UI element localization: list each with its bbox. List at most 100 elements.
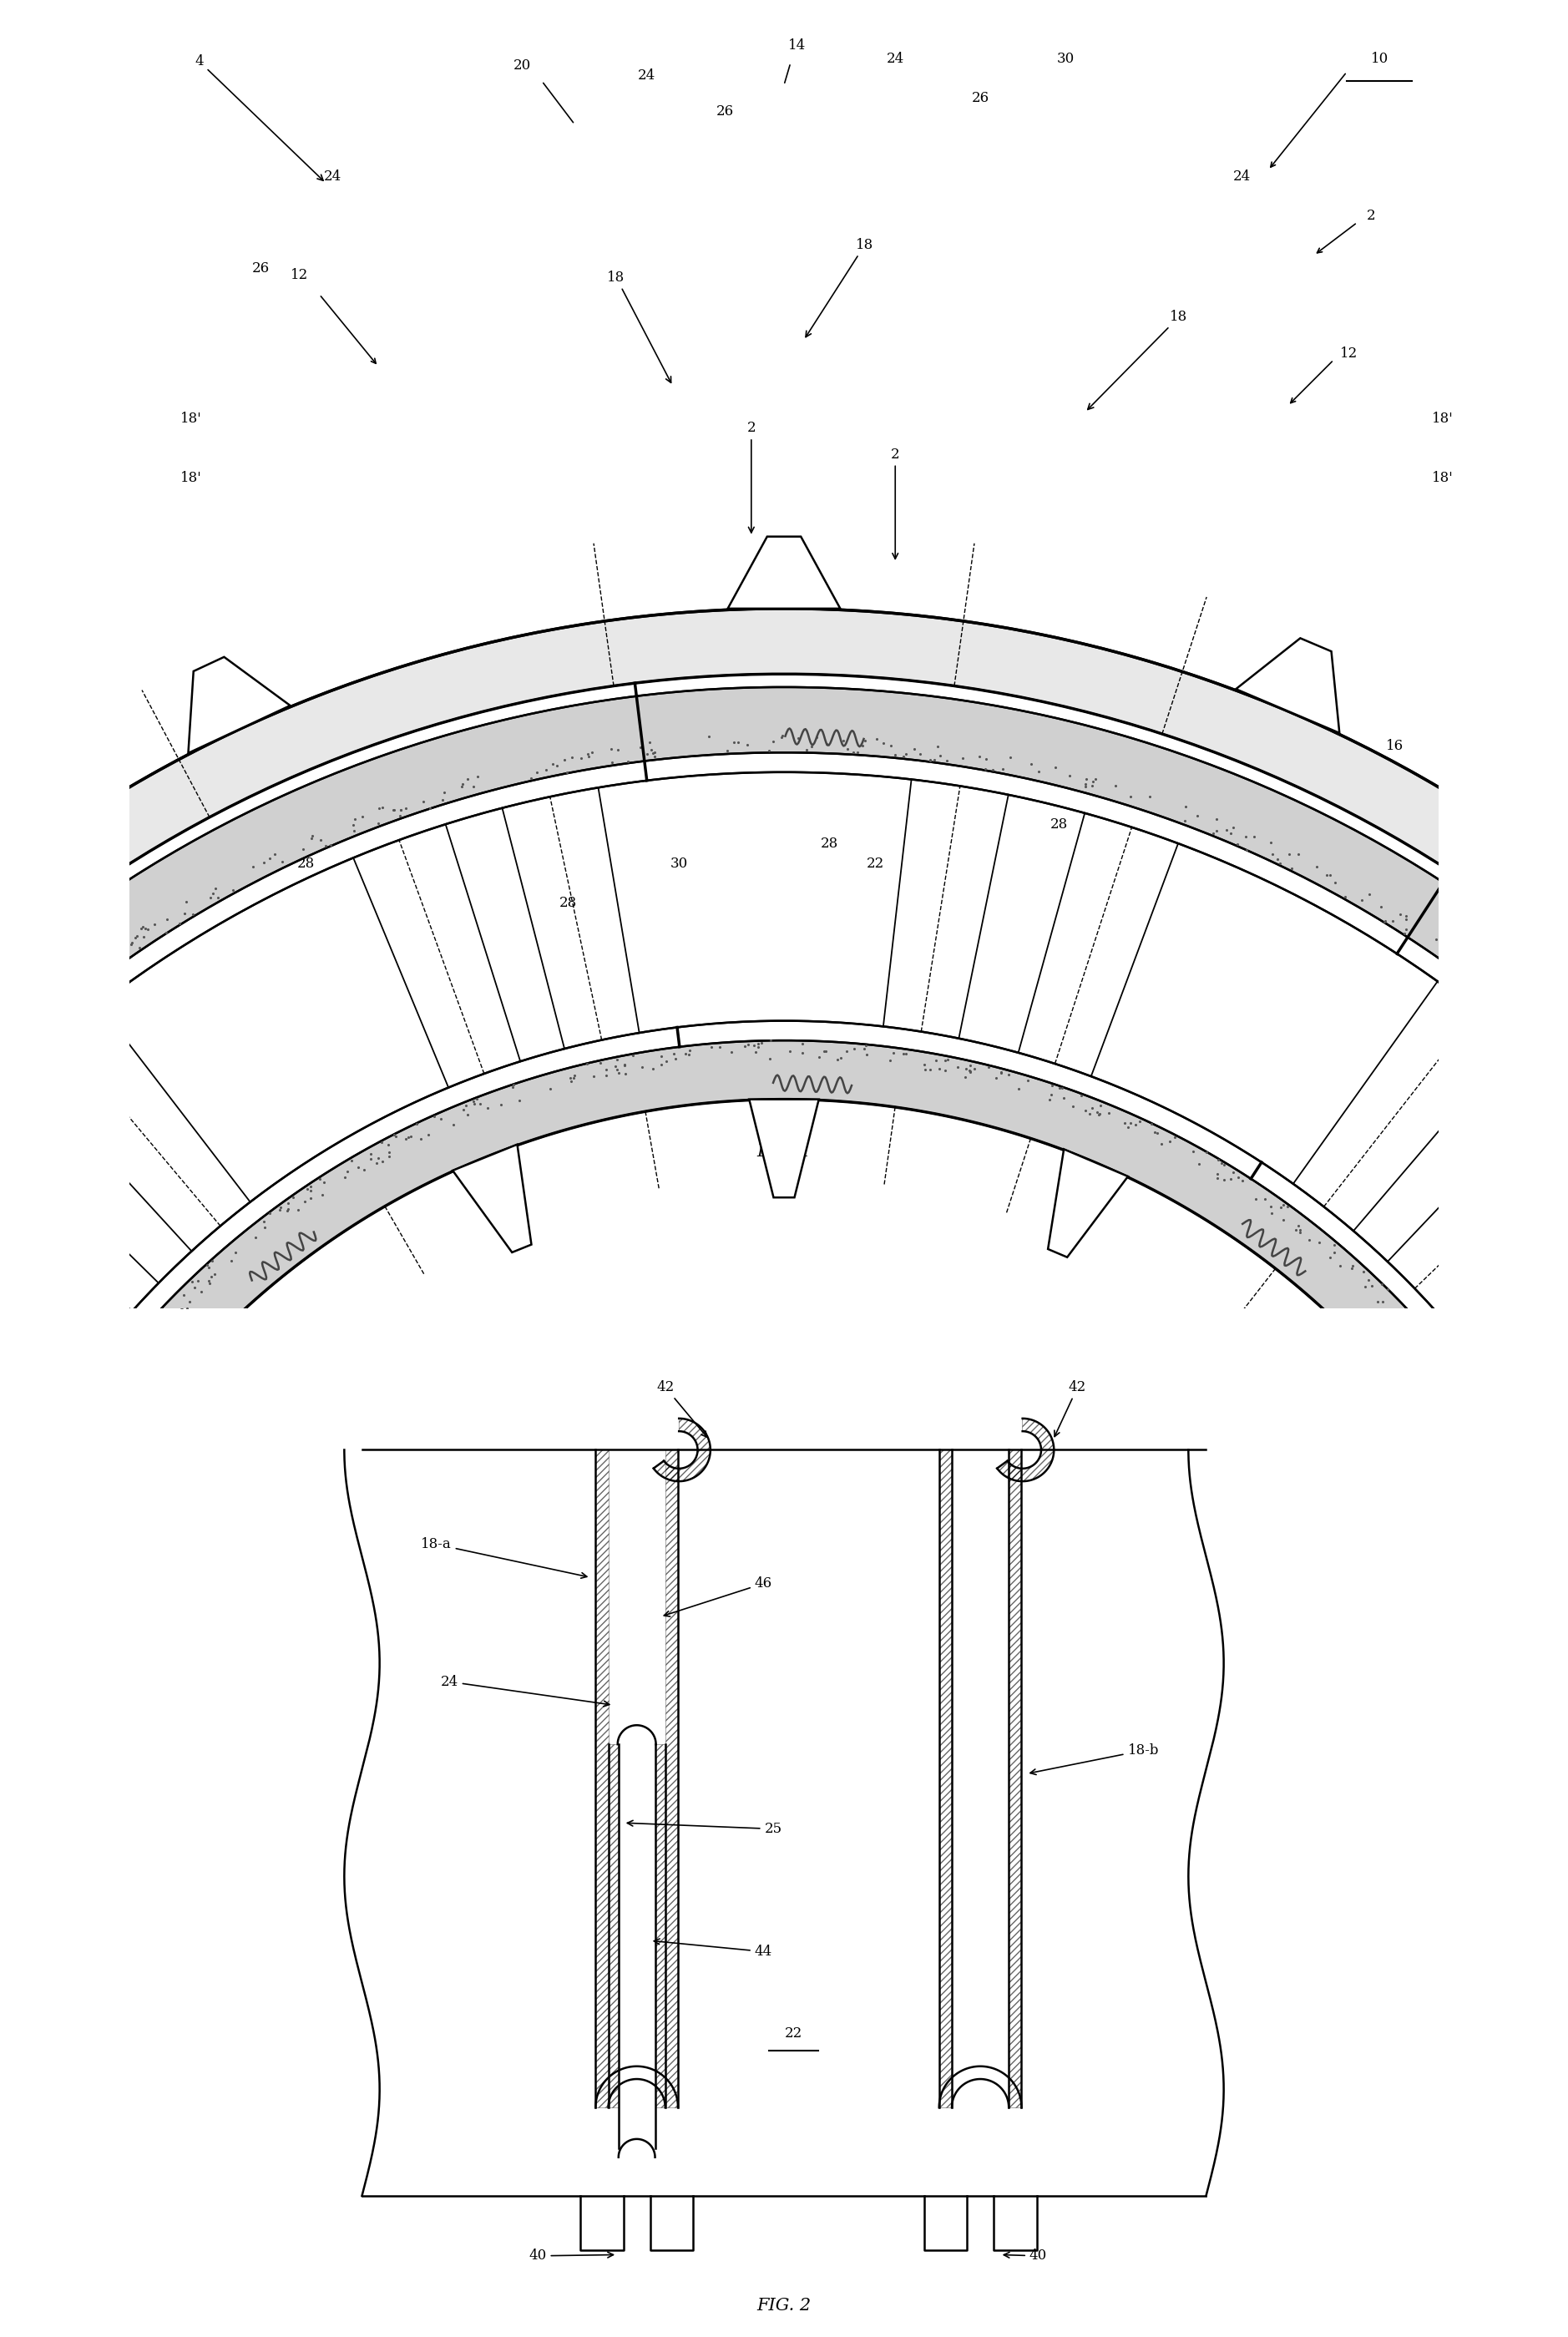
Text: 4: 4 (194, 54, 323, 180)
Point (808, 1038, 833, 1075)
Point (1408, 1320, 1433, 1358)
Point (1424, 1327, 1449, 1365)
Point (82, 1388, 107, 1426)
Point (1210, 1161, 1236, 1199)
Point (1447, 939, 1472, 977)
Point (1388, 895, 1413, 932)
Point (1234, 832, 1259, 869)
Text: 2: 2 (1366, 208, 1375, 222)
Point (1463, 1379, 1488, 1416)
Point (295, 1171, 320, 1208)
Point (575, 738, 601, 776)
Point (1218, 1159, 1243, 1197)
Point (1546, 1033, 1568, 1070)
Point (558, 1063, 583, 1101)
Point (383, 1117, 408, 1154)
Point (1287, 1213, 1312, 1250)
Point (853, 1026, 878, 1063)
Point (489, 1087, 514, 1124)
Point (1383, 1304, 1408, 1341)
Text: 18: 18 (806, 238, 873, 337)
Point (196, 1262, 221, 1299)
Point (1269, 1190, 1294, 1227)
Point (1206, 1140, 1231, 1178)
Point (364, 1145, 389, 1183)
Point (1073, 764, 1098, 802)
Point (933, 1042, 958, 1080)
Text: 20: 20 (513, 58, 532, 72)
Point (41, 1444, 66, 1482)
Point (190, 1274, 215, 1311)
Point (132, 1309, 157, 1346)
Point (917, 1052, 942, 1089)
Point (605, 1040, 630, 1077)
Point (113, 1332, 138, 1369)
Point (60, 1426, 85, 1463)
Polygon shape (362, 1449, 1206, 2197)
Point (776, 1033, 801, 1070)
Point (1350, 1253, 1375, 1290)
Point (1389, 1295, 1414, 1332)
Point (790, 1024, 815, 1061)
Point (983, 1059, 1008, 1096)
Point (88, 956, 113, 993)
Point (525, 753, 550, 790)
Point (1276, 837, 1301, 874)
Point (80, 1388, 105, 1426)
Point (1541, 1017, 1566, 1054)
Polygon shape (1236, 638, 1339, 734)
Point (368, 1124, 394, 1161)
Point (1370, 1283, 1396, 1320)
Point (257, 839, 282, 876)
Point (405, 1105, 430, 1143)
Point (840, 734, 866, 771)
Point (298, 1168, 323, 1206)
Point (75, 1395, 100, 1433)
Point (394, 1119, 419, 1157)
Point (1275, 1187, 1300, 1225)
Point (1226, 1159, 1251, 1197)
Point (1518, 993, 1543, 1031)
Point (1234, 818, 1259, 855)
Point (1557, 1042, 1568, 1080)
Point (677, 1031, 702, 1068)
Point (1231, 1161, 1256, 1199)
Point (613, 1047, 638, 1084)
Point (649, 1047, 674, 1084)
Point (154, 1292, 179, 1330)
Point (151, 1313, 176, 1351)
Polygon shape (453, 1145, 532, 1253)
Point (198, 1264, 223, 1302)
Point (1457, 1386, 1482, 1423)
Point (1127, 1103, 1152, 1140)
Point (615, 743, 640, 781)
Point (902, 731, 927, 769)
Point (1372, 902, 1397, 939)
Point (132, 1313, 157, 1351)
Point (1359, 1267, 1385, 1304)
Point (298, 1180, 323, 1218)
Point (1204, 802, 1229, 839)
Point (157, 1299, 182, 1337)
Point (1145, 1115, 1170, 1152)
Point (274, 1192, 299, 1229)
Point (132, 909, 157, 946)
Point (1507, 1451, 1532, 1489)
Point (1468, 1393, 1493, 1430)
Text: 24: 24 (1232, 171, 1251, 185)
Point (599, 729, 624, 767)
Point (1040, 1075, 1065, 1112)
Point (1562, 1038, 1568, 1075)
Point (894, 736, 919, 774)
Point (1142, 1115, 1167, 1152)
Point (980, 753, 1005, 790)
Point (63, 961, 88, 998)
Point (760, 722, 786, 760)
Point (580, 734, 605, 771)
Text: 26: 26 (717, 105, 734, 119)
Point (1375, 1271, 1400, 1309)
Text: 10: 10 (1370, 51, 1388, 65)
Point (917, 741, 942, 778)
Point (558, 1059, 583, 1096)
Point (205, 879, 230, 916)
